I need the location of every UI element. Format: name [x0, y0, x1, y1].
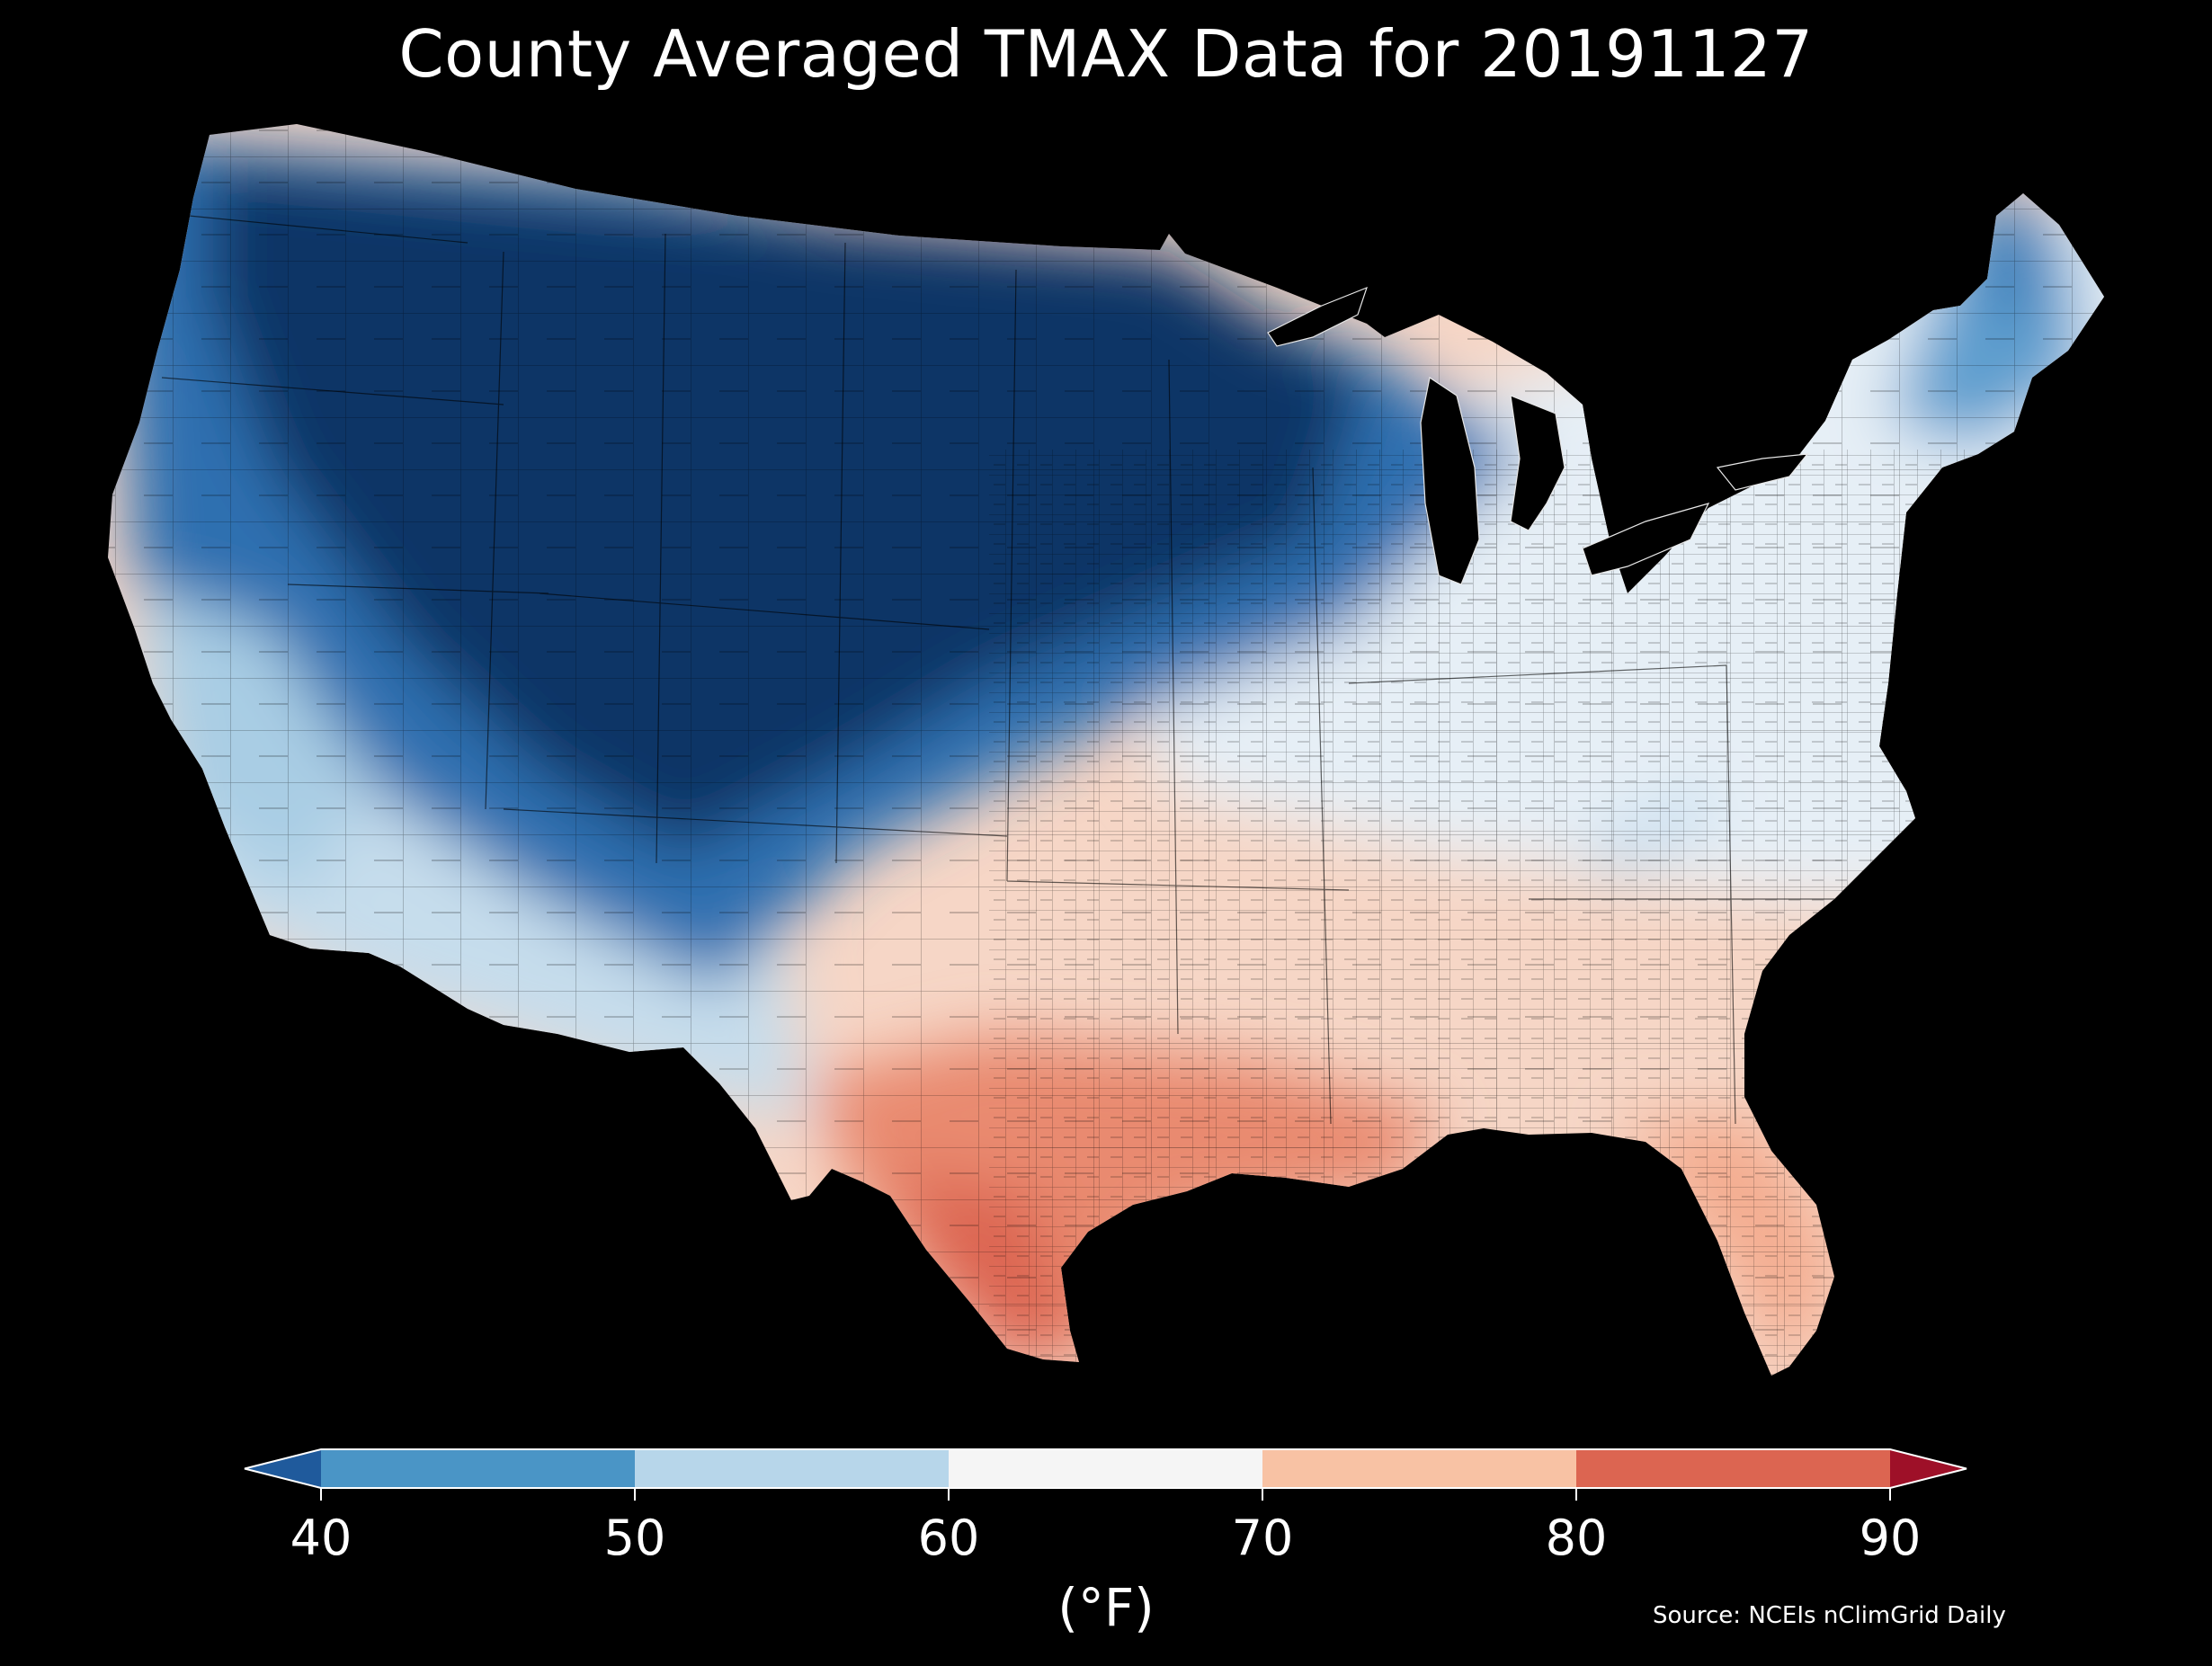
colorbar-bin-60-70 — [949, 1449, 1262, 1488]
great-lakes — [1267, 286, 1809, 585]
colorbar-tick-label: 80 — [1546, 1510, 1608, 1566]
colorbar-ticks: 40 50 60 70 80 90 — [290, 1488, 1922, 1566]
source-note: Source: NCEIs nClimGrid Daily — [1653, 1602, 2006, 1629]
region-boundaries — [161, 215, 1843, 1125]
map-title: County Averaged TMAX Data for 20191127 — [398, 16, 1814, 92]
colorbar-bins — [244, 1448, 1967, 1489]
colorbar-tick-label: 40 — [290, 1510, 352, 1566]
colorbar-bin-90-100 — [1890, 1449, 1967, 1488]
colorbar-tick-label: 70 — [1232, 1510, 1294, 1566]
colorbar: 40 50 60 70 80 90 (°F) — [244, 1448, 1967, 1638]
colorbar-label: (°F) — [1057, 1577, 1155, 1638]
colorbar-tick-label: 50 — [604, 1510, 666, 1566]
colorbar-tick-label: 90 — [1860, 1510, 1922, 1566]
colorbar-bin-40-50 — [321, 1449, 635, 1488]
colorbar-bin-30-40 — [245, 1449, 321, 1488]
colorbar-bin-50-60 — [635, 1449, 949, 1488]
colorbar-bin-80-90 — [1576, 1449, 1890, 1488]
colorbar-bin-70-80 — [1262, 1449, 1576, 1488]
colorbar-tick-label: 60 — [918, 1510, 980, 1566]
